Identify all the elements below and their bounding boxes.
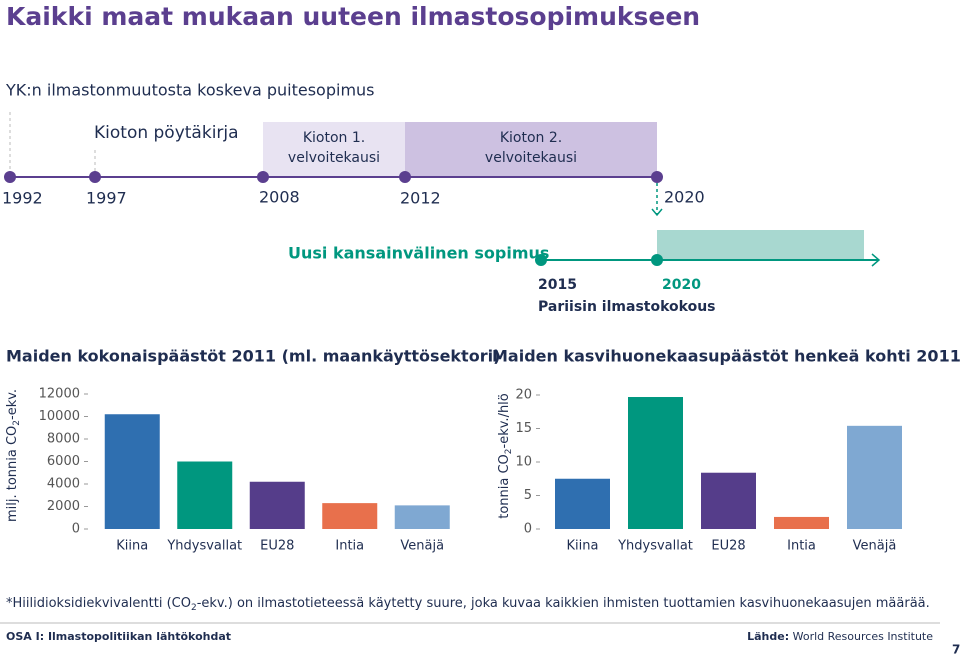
agreement-label: Uusi kansainvälinen sopimus — [288, 244, 549, 263]
year: 2012 — [400, 189, 441, 208]
y-axis-label: tonnia CO2-ekv./hlö — [497, 393, 514, 519]
bar — [394, 505, 450, 529]
x-tick-label: Intia — [335, 539, 364, 554]
bar — [701, 472, 756, 529]
footnote: *Hiilidioksidiekvivalentti (CO2-ekv.) on… — [6, 596, 930, 613]
paris-label: Pariisin ilmastokokous — [538, 299, 716, 315]
x-tick-label: Venäjä — [400, 539, 444, 554]
y-tick-label: 5 — [524, 488, 532, 503]
y-axis-label: milj. tonnia CO2-ekv. — [5, 389, 22, 522]
timeline-heading: YK:n ilmastonmuutosta koskeva puitesopim… — [5, 81, 375, 100]
y-tick-label: 8000 — [47, 432, 80, 447]
x-tick-label: Kiina — [567, 539, 599, 554]
y-tick-label: 4000 — [47, 477, 80, 492]
chart-title: Maiden kokonaispäästöt 2011 (ml. maankäy… — [6, 347, 500, 366]
y-tick-label: 12000 — [39, 387, 80, 402]
x-tick-label: EU28 — [260, 539, 294, 554]
y-tick-label: 15 — [515, 421, 532, 436]
year: 2008 — [259, 188, 300, 207]
timeline-dot — [535, 254, 547, 266]
arrow — [871, 253, 881, 267]
year: 2015 — [538, 277, 577, 293]
period1-box — [263, 122, 405, 177]
footer-source: Lähde: World Resources Institute — [747, 630, 933, 643]
bar — [322, 503, 378, 529]
chart-title: Maiden kasvihuonekaasupäästöt henkeä koh… — [492, 347, 960, 366]
year: 2020 — [662, 277, 701, 293]
title: Kaikki maat mukaan uuteen ilmastosopimuk… — [6, 2, 700, 31]
y-tick-label: 0 — [72, 522, 80, 537]
x-tick-label: EU28 — [711, 539, 745, 554]
year: 1997 — [86, 189, 127, 208]
y-tick-label: 10 — [515, 455, 532, 470]
year: 1992 — [2, 189, 43, 208]
timeline-dots — [4, 171, 663, 183]
y-tick-label: 20 — [515, 388, 532, 403]
bar — [555, 478, 610, 529]
footer-section: OSA I: Ilmastopolitiikan lähtökohdat — [6, 630, 231, 643]
timeline-dot — [651, 254, 663, 266]
bar — [249, 481, 305, 529]
y-tick-label: 2000 — [47, 499, 80, 514]
x-tick-label: Kiina — [116, 539, 148, 554]
period2-box — [405, 122, 657, 177]
x-tick-label: Intia — [787, 539, 816, 554]
y-tick-label: 0 — [524, 522, 532, 537]
agreement-box — [657, 230, 864, 260]
arrow — [651, 208, 663, 217]
bar — [847, 425, 902, 529]
y-tick-label: 10000 — [39, 409, 80, 424]
bar — [628, 397, 683, 529]
bar — [104, 414, 160, 529]
y-tick-label: 6000 — [47, 454, 80, 469]
period-label: Kioton 1. — [303, 130, 365, 146]
period-label: velvoitekausi — [288, 150, 380, 166]
kyoto-label: Kioton pöytäkirja — [94, 123, 239, 143]
period-label: velvoitekausi — [485, 150, 577, 166]
bar — [177, 461, 233, 529]
x-tick-label: Yhdysvallat — [166, 539, 242, 554]
bar — [774, 516, 829, 529]
year: 2020 — [664, 188, 705, 207]
page-number: 7 — [952, 643, 960, 657]
x-tick-label: Venäjä — [853, 539, 897, 554]
period-label: Kioton 2. — [500, 130, 562, 146]
x-tick-label: Yhdysvallat — [617, 539, 693, 554]
